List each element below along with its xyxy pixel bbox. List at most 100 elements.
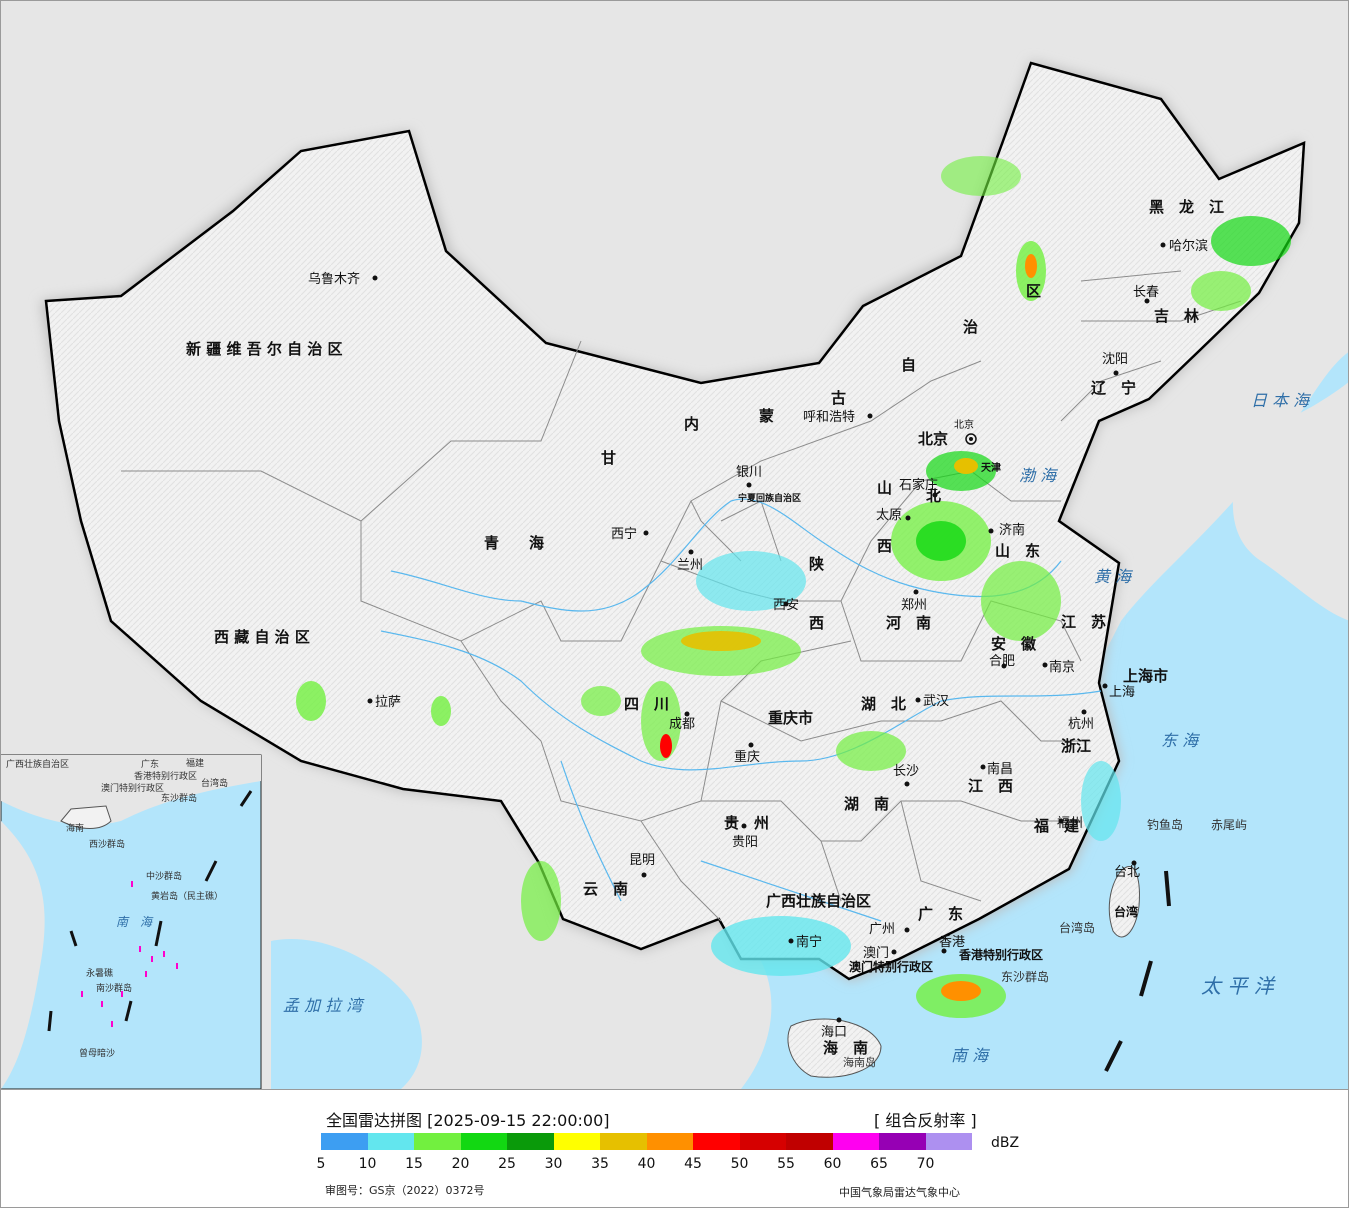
- city-marker: 兰州: [677, 549, 703, 573]
- province-label-guizhou: 贵 州: [724, 814, 769, 832]
- color-swatch: [600, 1133, 647, 1150]
- city-label-wuhan: 武汉: [923, 694, 949, 709]
- city-marker: 海口: [821, 1017, 847, 1040]
- city-marker: 南京: [1042, 659, 1075, 675]
- city-marker: [965, 433, 977, 445]
- island-label-taiwan: 台湾岛: [1059, 920, 1095, 935]
- province-label-jiangxi: 江 西: [968, 777, 1013, 795]
- inset-label-taiwan: 台湾岛: [201, 777, 228, 789]
- city-label-shanghai: 上海: [1109, 685, 1135, 700]
- city-marker: 呼和浩特: [803, 410, 873, 425]
- city-marker: 福州: [1057, 816, 1083, 831]
- city-marker: 西安: [773, 598, 799, 613]
- province-label-xizang: 西 藏 自 治 区: [214, 628, 310, 646]
- province-labels: 新 疆 维 吾 尔 自 治 区 西 藏 自 治 区 青 海 甘 内 蒙 古 自 …: [186, 198, 1224, 1057]
- city-label-yinchuan: 银川: [736, 465, 762, 480]
- province-label-taiwan: 台湾: [1114, 904, 1138, 919]
- legend-product: [ 组合反射率 ]: [874, 1111, 977, 1130]
- city-label-hangzhou: 杭州: [1068, 717, 1094, 732]
- province-label-beijing: 北京: [918, 430, 948, 448]
- city-label-changchun: 长春: [1133, 285, 1159, 300]
- city-label-taiyuan: 太原: [876, 508, 902, 523]
- province-label-jiangsu: 江 苏: [1061, 613, 1106, 631]
- city-label-taipei: 台北: [1114, 865, 1140, 880]
- inset-label-xisha: 西沙群岛: [89, 838, 125, 850]
- city-marker: 成都: [669, 711, 695, 732]
- province-label-neimenggu-5: 治: [963, 318, 978, 336]
- inset-label-huangyan: 黄岩岛（民主礁）: [151, 890, 223, 902]
- city-label-nanning: 南宁: [796, 934, 822, 950]
- inset-label-hongkong: 香港特别行政区: [134, 770, 197, 782]
- taiwan-island: [1108, 866, 1140, 938]
- province-label-sichuan: 四 川: [624, 695, 669, 713]
- city-marker: 银川: [736, 465, 762, 488]
- province-label-hunan: 湖 南: [844, 795, 889, 813]
- city-labels: 乌鲁木齐 拉萨 西宁 兰州 银川 呼和浩特 哈尔滨 长春 沈阳 石家庄 太原 济…: [308, 238, 1208, 1040]
- map-canvas: 新 疆 维 吾 尔 自 治 区 西 藏 自 治 区 青 海 甘 内 蒙 古 自 …: [1, 1, 1348, 1089]
- sea-label-south: 南 海: [951, 1046, 990, 1065]
- city-label-macao: 澳门: [863, 945, 889, 961]
- sea-label-yellow: 黄 海: [1094, 567, 1133, 586]
- city-label-harbin: 哈尔滨: [1169, 238, 1208, 254]
- province-label-shanxi-2: 西: [877, 537, 892, 555]
- color-swatch: [553, 1133, 600, 1150]
- inset-label-nansha: 南沙群岛: [96, 982, 132, 994]
- city-label-changsha: 长沙: [893, 764, 919, 779]
- color-swatch: [879, 1133, 926, 1150]
- color-scale-tick: 20: [451, 1156, 470, 1172]
- inset-label-zhongsha: 中沙群岛: [146, 870, 182, 882]
- inset-label-guangxi: 广西壮族自治区: [6, 758, 69, 770]
- inset-label-yongshu: 永暑礁: [86, 967, 113, 979]
- city-label-fuzhou: 福州: [1057, 816, 1083, 831]
- city-marker: 昆明: [629, 853, 655, 878]
- city-label-lanzhou: 兰州: [677, 558, 703, 573]
- maritime-boundary: [1104, 870, 1171, 1072]
- province-label-anhui: 安 徽: [991, 635, 1037, 653]
- color-scale-tick: 60: [823, 1156, 842, 1172]
- province-label-neimenggu-6: 区: [1026, 282, 1041, 300]
- city-label-nanchang: 南昌: [987, 761, 1013, 777]
- island-label-hainan: 海南岛: [843, 1055, 876, 1069]
- province-label-tianjin: 天津: [981, 461, 1001, 474]
- credit-label: 中国气象局雷达气象中心: [839, 1186, 960, 1199]
- inset-label-hainan: 海南: [66, 822, 84, 834]
- city-label-guangzhou: 广州: [869, 922, 895, 937]
- city-label-zhengzhou: 郑州: [901, 598, 927, 613]
- province-label-shaanxi-2: 西: [809, 614, 824, 632]
- province-label-xinjiang: 新 疆 维 吾 尔 自 治 区: [186, 340, 343, 358]
- color-swatch: [646, 1133, 693, 1150]
- province-label-hubei: 湖 北: [861, 695, 906, 713]
- city-label-shijiazhuang: 石家庄: [899, 477, 938, 493]
- south-china-sea-inset: 广西壮族自治区 广东 福建 台湾岛 香港特别行政区 澳门特别行政区 东沙群岛 海…: [1, 754, 262, 1089]
- sea-label-japan: 日 本 海: [1251, 391, 1311, 410]
- province-label-neimenggu-4: 自: [901, 356, 916, 374]
- inset-label-fujian: 福建: [186, 757, 204, 769]
- color-swatch: [507, 1133, 554, 1150]
- map-area: 新 疆 维 吾 尔 自 治 区 西 藏 自 治 区 青 海 甘 内 蒙 古 自 …: [1, 1, 1348, 1089]
- city-marker: 太原: [876, 508, 911, 523]
- province-label-guangdong: 广 东: [918, 905, 963, 923]
- sea-labels: 日 本 海 渤 海 黄 海 东 海 太 平 洋 南 海 孟 加 拉 湾: [283, 391, 1311, 1065]
- color-swatch: [367, 1133, 414, 1150]
- color-swatch: [321, 1133, 368, 1150]
- island-label-diaoyu: 钓鱼岛: [1147, 817, 1183, 832]
- city-marker: 南宁: [788, 934, 822, 950]
- city-marker: 哈尔滨: [1160, 238, 1208, 254]
- color-swatch: [739, 1133, 786, 1150]
- province-label-henan: 河 南: [886, 614, 931, 632]
- map-approval-number: 审图号：GS京（2022）0372号: [325, 1184, 485, 1197]
- city-label-shenyang: 沈阳: [1102, 352, 1128, 367]
- province-label-neimenggu-1: 内: [684, 415, 699, 433]
- province-label-ningxia: 宁夏回族自治区: [738, 492, 801, 504]
- color-scale-tick: 45: [684, 1156, 702, 1172]
- city-marker: 济南: [988, 522, 1025, 538]
- city-marker: 贵阳: [732, 823, 758, 850]
- rivers: [380, 498, 1102, 922]
- color-scale-tick: 30: [544, 1156, 563, 1172]
- city-marker: 石家庄: [899, 477, 938, 498]
- city-label-kunming: 昆明: [629, 853, 655, 868]
- city-marker: 上海: [1102, 683, 1135, 700]
- color-swatch: [786, 1133, 833, 1150]
- city-label-xian: 西安: [773, 598, 799, 613]
